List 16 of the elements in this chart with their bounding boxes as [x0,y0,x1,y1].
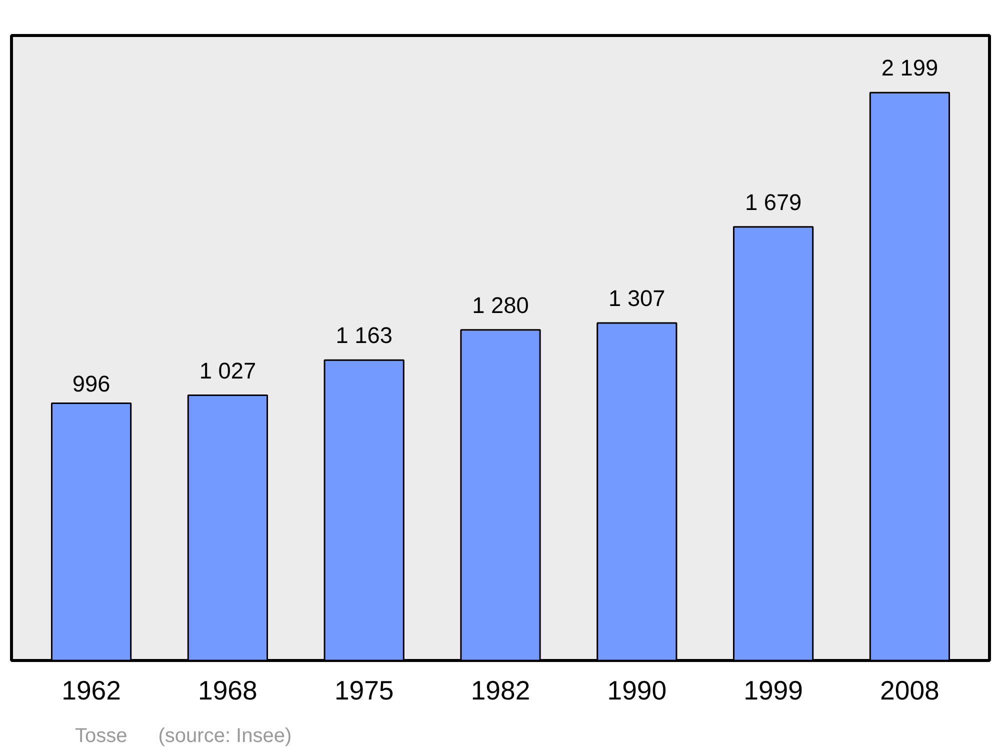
x-tick-label: 1968 [198,676,258,706]
x-tick-label: 1990 [607,676,667,706]
data-label: 996 [72,370,110,396]
data-label: 1 027 [199,357,256,384]
x-tick-label: 2008 [880,676,940,706]
data-label: 2 199 [881,54,938,81]
text: Tosse [75,724,128,747]
x-tick-label: 1999 [744,676,803,706]
x-tick-label: 1975 [334,676,394,706]
data-label: 1 679 [744,188,802,215]
x-tick-label: 1962 [62,676,121,706]
data-label: 1 163 [336,322,392,348]
x-tick-label: 1982 [470,676,530,706]
data-label: 1 307 [608,284,666,311]
text: (source: Insee) [158,724,292,747]
data-label: 1 280 [472,292,529,318]
